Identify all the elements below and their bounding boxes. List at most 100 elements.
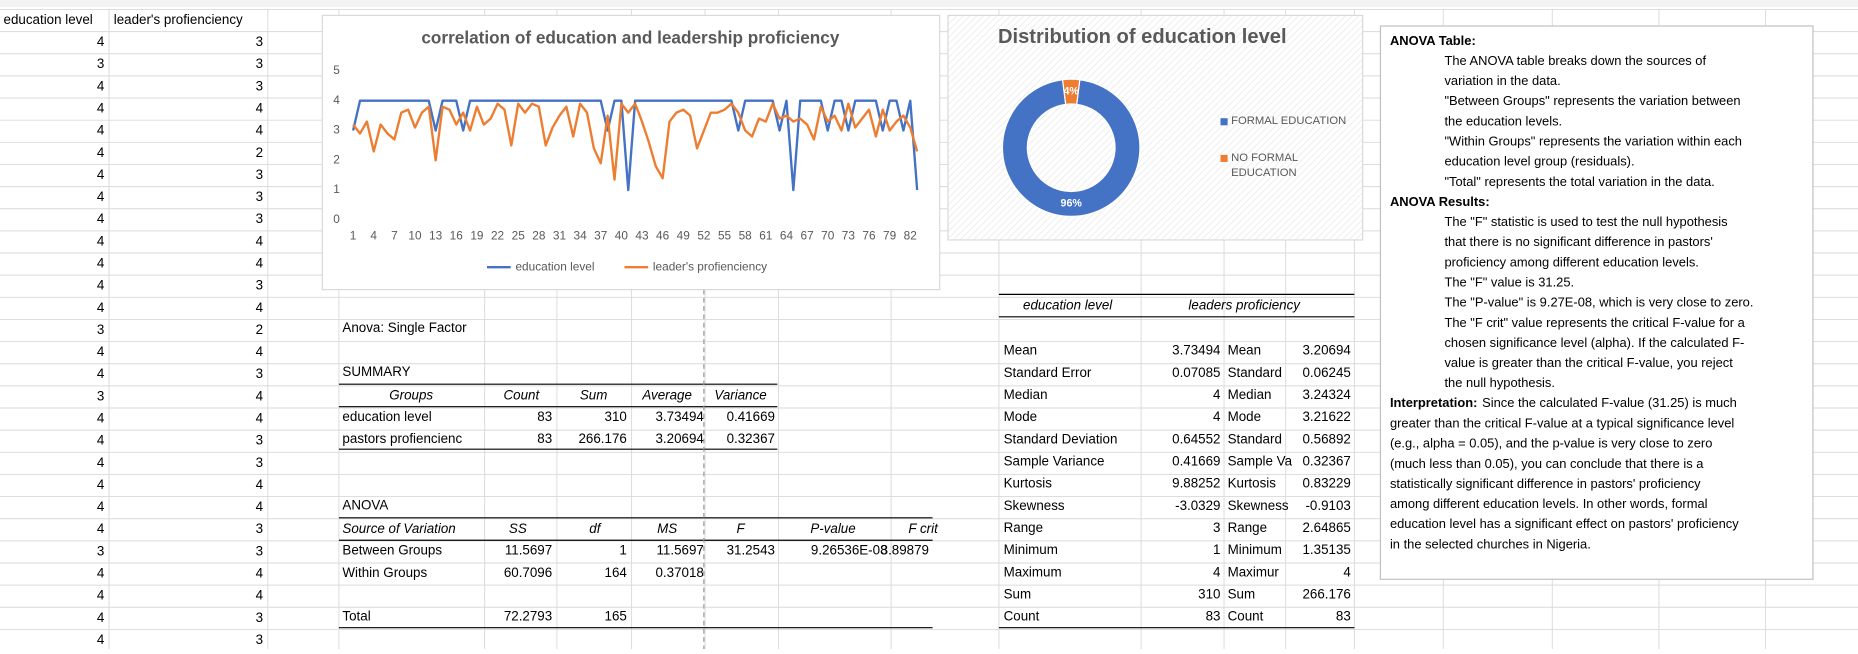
note-line: Interpretation: Since the calculated F-va… xyxy=(1390,395,1737,410)
note-line: The "P-value" is 9.27E-08, which is very… xyxy=(1444,295,1753,310)
cell-value: 3 xyxy=(97,56,104,71)
chart-title: correlation of education and leadership … xyxy=(421,28,840,48)
cell-value: 4 xyxy=(97,477,105,492)
stats-cell: Kurtosis xyxy=(1228,476,1277,491)
cell-value: 4 xyxy=(97,521,105,536)
x-tick-label: 25 xyxy=(512,229,526,243)
anova-header: MS xyxy=(657,521,677,536)
anova-cell: 11.5697 xyxy=(656,542,703,557)
legend-label: FORMAL EDUCATION xyxy=(1231,114,1347,128)
summary-cell: 0.32367 xyxy=(727,431,775,446)
cell-value: 3 xyxy=(256,455,263,470)
stats-cell: Minimum xyxy=(1004,542,1058,557)
cell-value: 4 xyxy=(256,411,264,426)
stats-cell: 0.07085 xyxy=(1172,365,1220,380)
data-label: 96% xyxy=(1061,198,1083,210)
anova-cell: 9.26536E-08 xyxy=(811,542,888,557)
x-tick-label: 37 xyxy=(594,229,607,243)
stats-cell: Median xyxy=(1228,387,1272,402)
note-line: among different education levels. In oth… xyxy=(1390,496,1708,511)
cell-value: 4 xyxy=(256,499,264,514)
stats-cell: Sample Variance xyxy=(1004,453,1105,468)
stats-cell: 1.35135 xyxy=(1302,542,1350,557)
anova-cell: 11.5697 xyxy=(505,542,552,557)
summary-cell: 83 xyxy=(537,409,552,424)
note-line: the null hypothesis. xyxy=(1444,375,1554,390)
stats-cell: Range xyxy=(1004,520,1043,535)
summary-cell: 83 xyxy=(537,431,552,446)
stats-cell: 266.176 xyxy=(1302,586,1350,601)
text-box[interactable] xyxy=(1379,25,1814,580)
stats-cell: Sum xyxy=(1228,586,1256,601)
pie-slice xyxy=(1001,79,1141,217)
x-tick-label: 4 xyxy=(370,229,377,243)
y-tick-label: 4 xyxy=(333,93,340,107)
x-tick-label: 76 xyxy=(862,229,876,243)
cell-value: 4 xyxy=(97,123,105,138)
x-tick-label: 49 xyxy=(677,229,691,243)
stats-cell: Count xyxy=(1004,609,1040,624)
legend-box: FORMAL EDUCATION xyxy=(1231,114,1347,128)
summary-cell: 0.41669 xyxy=(727,409,775,424)
x-tick-label: 22 xyxy=(491,229,504,243)
stats-cell: Kurtosis xyxy=(1004,476,1053,491)
cell-value: 4 xyxy=(256,344,264,359)
cell-value: 4 xyxy=(256,256,264,271)
cell-value: 4 xyxy=(97,78,105,93)
stats-cell: 0.06245 xyxy=(1302,365,1350,380)
cell-value: 4 xyxy=(97,189,105,204)
cell-value: 3 xyxy=(256,211,263,226)
stats-cell: 0.64552 xyxy=(1172,431,1220,446)
x-tick-label: 79 xyxy=(883,229,897,243)
cell-value: 4 xyxy=(256,388,264,403)
note-line: variation in the data. xyxy=(1444,73,1560,88)
stats-cell: 4 xyxy=(1343,564,1351,579)
x-tick-label: 1 xyxy=(350,229,357,243)
x-tick-label: 67 xyxy=(801,229,814,243)
x-tick-label: 55 xyxy=(718,229,732,243)
stats-cell: Mode xyxy=(1004,409,1037,424)
stats-cell: Range xyxy=(1228,520,1267,535)
legend-label: education level xyxy=(515,259,594,273)
data-label: 4% xyxy=(1063,85,1079,97)
cell-value: 3 xyxy=(256,34,263,49)
cell-value: 4 xyxy=(97,499,105,514)
anova-header: P-value xyxy=(810,521,855,536)
note-line: (e.g., alpha = 0.05), and the p-value is… xyxy=(1390,436,1712,451)
cell-value: 4 xyxy=(97,455,105,470)
stats-header: leaders proficiency xyxy=(1188,298,1301,313)
stats-cell: 2.64865 xyxy=(1302,520,1350,535)
summary-header: Count xyxy=(504,388,541,403)
note-line: The "F crit" value represents the critic… xyxy=(1444,315,1745,330)
anova-label: ANOVA xyxy=(342,498,388,513)
stats-cell: Standard Deviation xyxy=(1004,431,1118,446)
chart-title: Distribution of education level xyxy=(998,26,1287,48)
cell-value: 3 xyxy=(256,78,263,93)
notes: ANOVA Table: The ANOVA table breaks down … xyxy=(1390,33,1754,552)
y-tick-label: 2 xyxy=(333,152,340,166)
summary-cell: 310 xyxy=(605,409,627,424)
cell-value: 4 xyxy=(97,167,105,182)
anova-header: F crit xyxy=(908,521,939,536)
cell-value: 4 xyxy=(97,610,105,625)
note-line: "Total" represents the total variation i… xyxy=(1444,174,1714,189)
note-line: "Within Groups" represents the variation… xyxy=(1444,134,1742,149)
stats-cell: Skewness xyxy=(1004,498,1065,513)
cell-value: 4 xyxy=(97,632,105,647)
stats-cell: Standard Error xyxy=(1004,365,1092,380)
stats-cell: 83 xyxy=(1336,609,1351,624)
stats-cell: 4 xyxy=(1213,564,1221,579)
cell-value: 4 xyxy=(97,433,105,448)
cell-value: 3 xyxy=(256,543,263,558)
cell-value: 4 xyxy=(256,101,264,116)
cell-value: 3 xyxy=(256,278,263,293)
note-line: that there is no significant difference … xyxy=(1444,234,1712,249)
stats-cell: Skewness xyxy=(1228,498,1289,513)
cell-value: 3 xyxy=(97,322,104,337)
summary-cell: 3.73494 xyxy=(656,409,705,424)
note-line: The "F" statistic is used to test the nu… xyxy=(1444,214,1727,229)
anova-cell: 0.37018 xyxy=(656,565,704,580)
cell-value: 4 xyxy=(97,211,105,226)
stats-cell: Sum xyxy=(1004,586,1032,601)
